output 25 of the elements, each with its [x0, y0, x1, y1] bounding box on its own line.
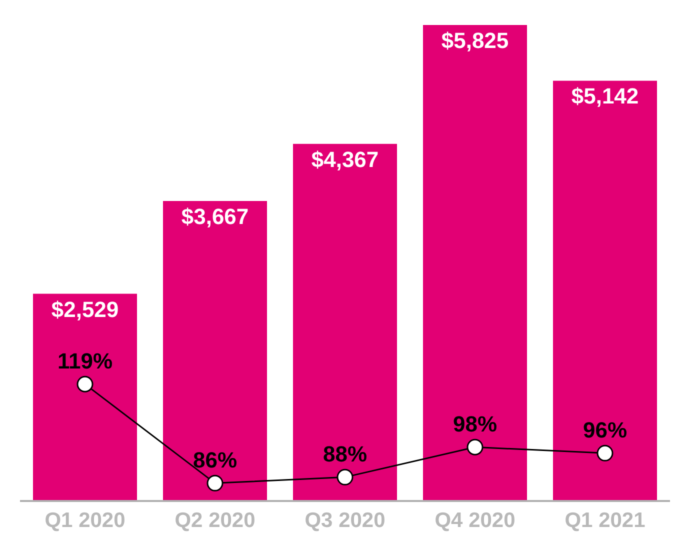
x-tick-label: Q1 2020 [44, 508, 126, 532]
x-tick-label: Q1 2021 [564, 508, 646, 532]
data-label: $3,667 [181, 204, 249, 229]
data-label: $5,142 [571, 84, 639, 109]
data-label: 88% [322, 441, 368, 466]
data-label: $5,825 [441, 28, 509, 53]
data-label: $4,367 [311, 146, 379, 172]
bar [163, 200, 267, 500]
bar [423, 25, 527, 500]
data-label: 96% [582, 417, 628, 442]
data-label: 98% [452, 411, 498, 436]
point [206, 474, 224, 492]
data-label: 119% [57, 348, 113, 374]
data-label: $2,529 [51, 296, 119, 322]
data-label: 86% [192, 447, 238, 472]
x-tick-label: Q4 2020 [434, 508, 516, 532]
bar [293, 144, 397, 500]
point [336, 468, 354, 486]
point [596, 444, 614, 462]
bar [33, 294, 137, 500]
point [466, 438, 484, 456]
bar [553, 80, 657, 500]
point [76, 376, 94, 392]
x-tick-label: Q3 2020 [304, 508, 386, 532]
x-tick-label: Q2 2020 [174, 508, 256, 532]
